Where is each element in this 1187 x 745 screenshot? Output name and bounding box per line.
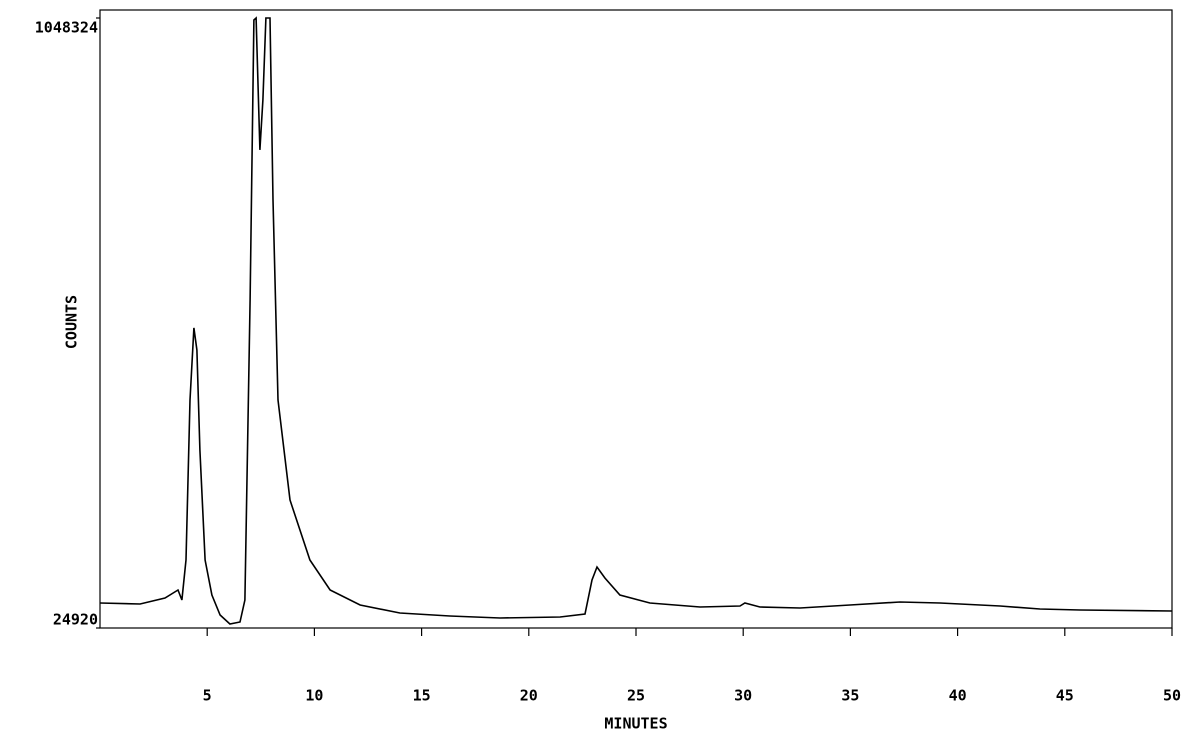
y-axis-label: COUNTS [63, 295, 81, 349]
x-tick-label: 40 [949, 687, 967, 705]
x-tick-label: 5 [203, 687, 212, 705]
y-tick-label: 24920 [53, 611, 98, 629]
x-tick-label: 50 [1163, 687, 1181, 705]
x-tick-label: 25 [627, 687, 645, 705]
y-tick-label: 1048324 [35, 19, 98, 37]
x-axis-label: MINUTES [604, 715, 667, 733]
x-tick-label: 15 [413, 687, 431, 705]
x-tick-label: 10 [305, 687, 323, 705]
x-tick-label: 45 [1056, 687, 1074, 705]
x-tick-label: 30 [734, 687, 752, 705]
x-tick-label: 20 [520, 687, 538, 705]
plot-frame [99, 9, 1173, 629]
data-line [99, 16, 1173, 625]
x-tick-label: 35 [841, 687, 859, 705]
